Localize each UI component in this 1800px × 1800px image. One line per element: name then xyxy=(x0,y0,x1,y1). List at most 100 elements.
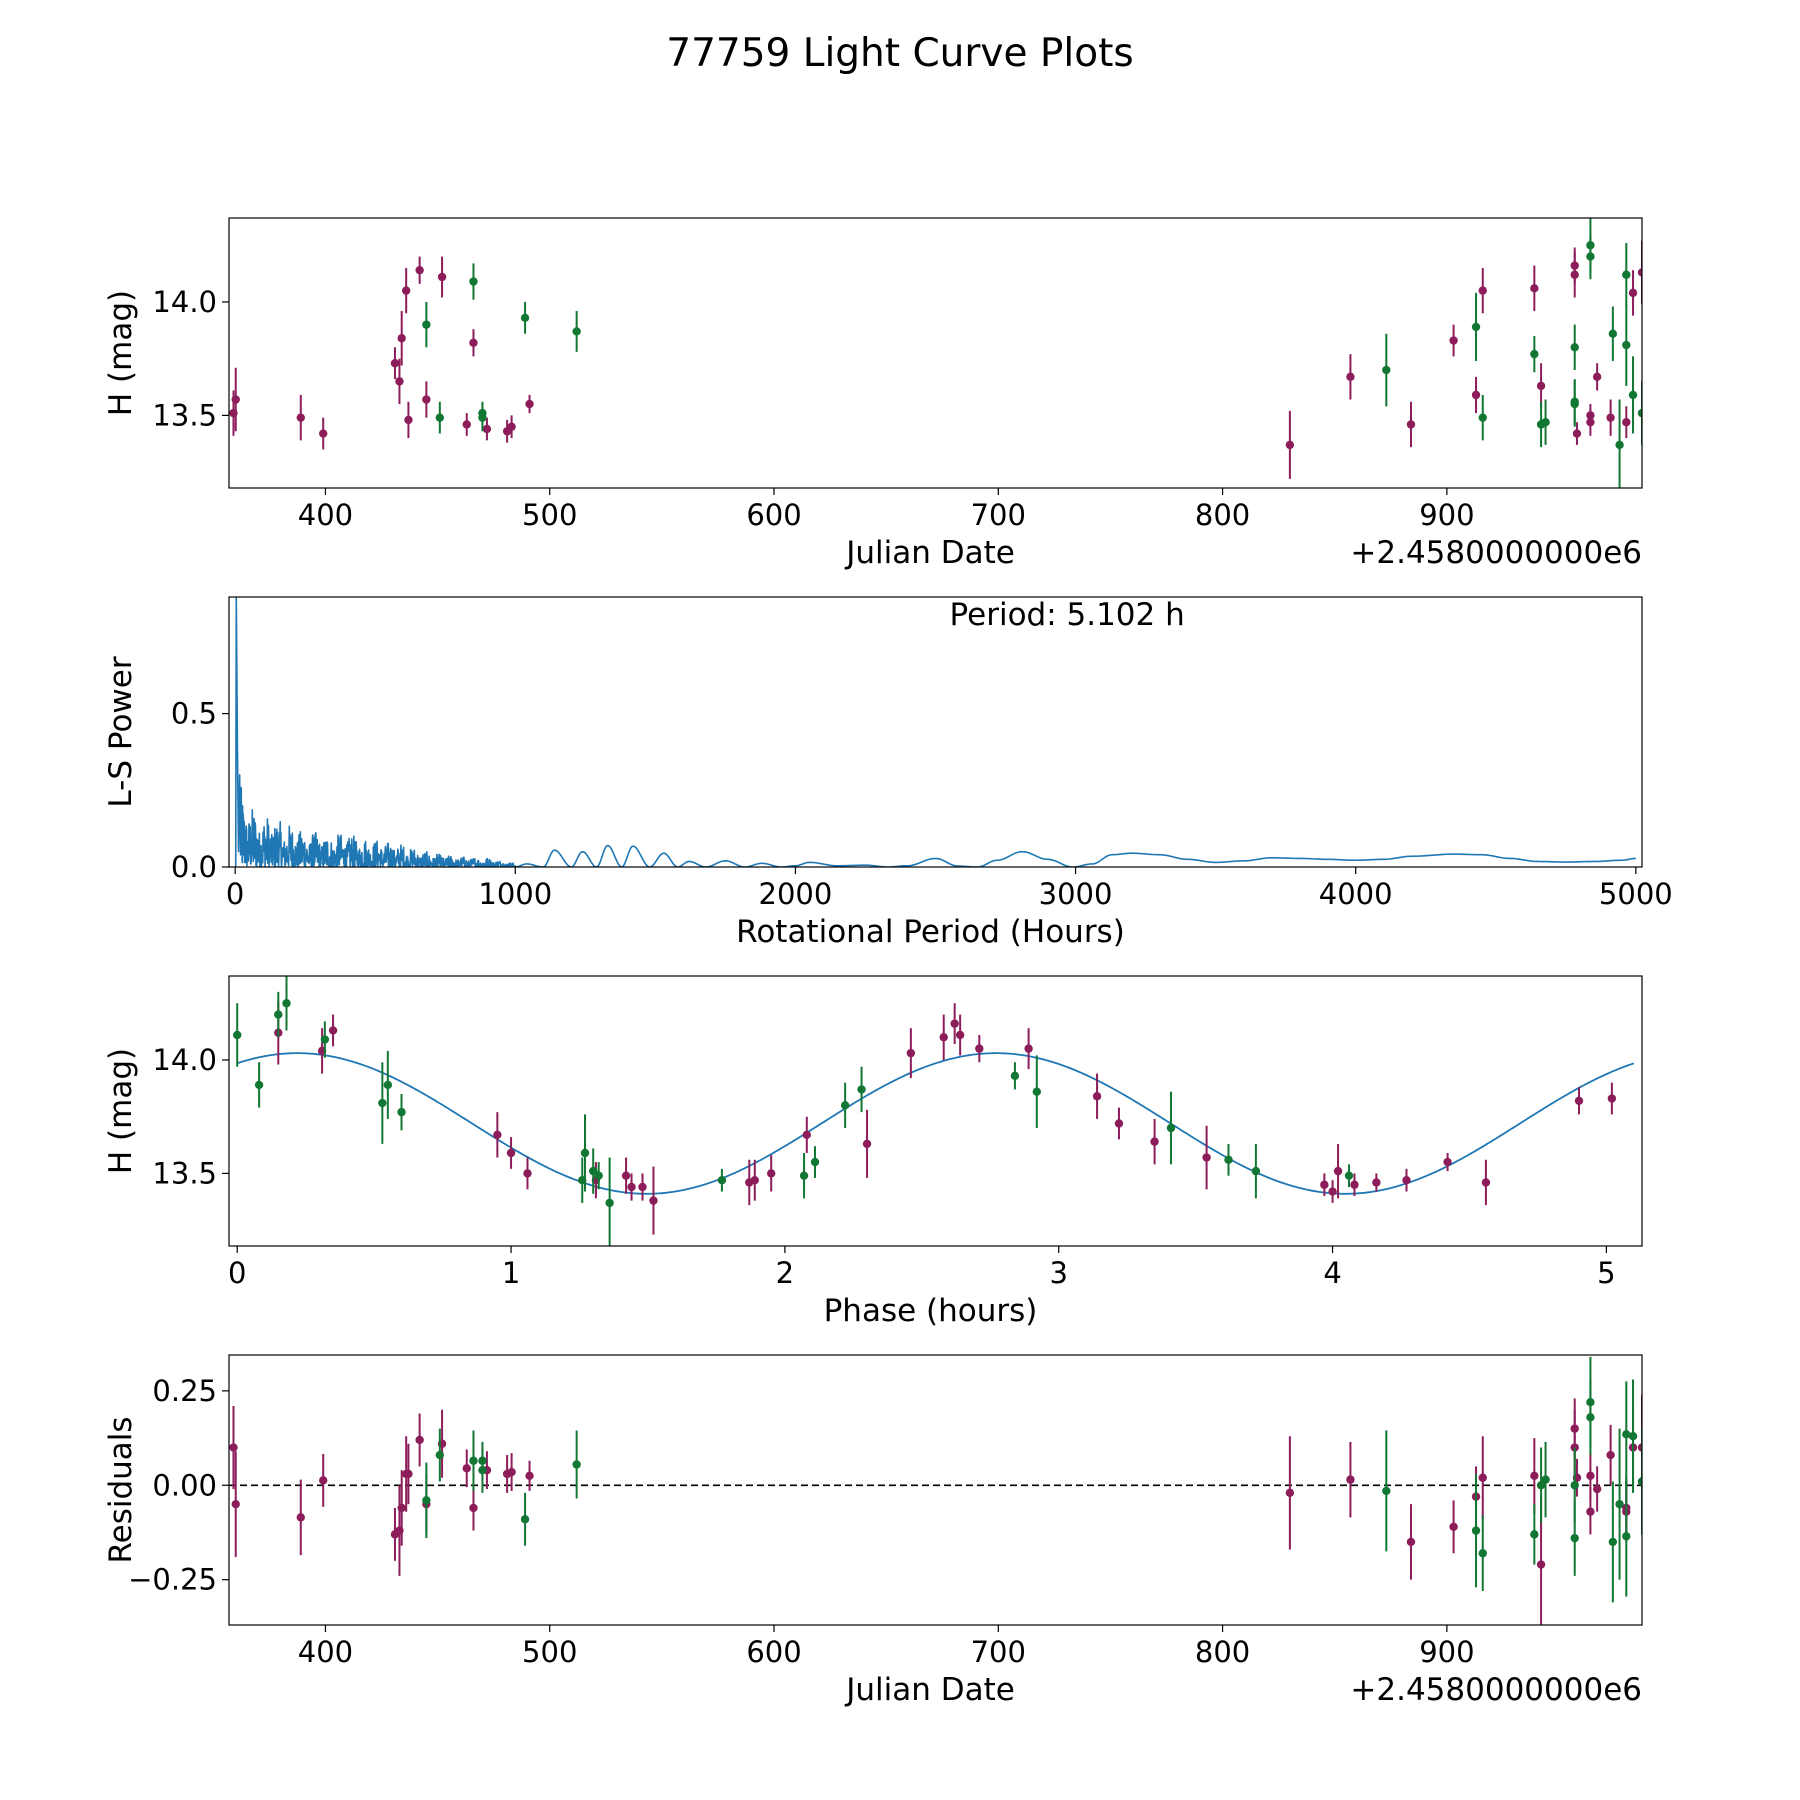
x-axis-label: Julian Date xyxy=(844,535,1015,571)
y-tick-label: 0.5 xyxy=(171,697,217,731)
x-tick-label: 1 xyxy=(502,1256,520,1290)
data-point xyxy=(1530,1530,1539,1539)
data-point xyxy=(422,395,431,404)
data-point xyxy=(1092,1092,1102,1101)
data-point xyxy=(422,1496,431,1505)
data-point xyxy=(1574,1096,1584,1105)
data-point xyxy=(1333,1166,1343,1176)
y-tick-label: 14.0 xyxy=(152,1043,217,1077)
data-point xyxy=(378,1098,387,1108)
x-tick-label: 600 xyxy=(746,498,801,532)
data-point xyxy=(1346,1475,1355,1484)
data-point xyxy=(507,1467,516,1477)
data-point xyxy=(478,413,487,422)
x-tick-label: 1000 xyxy=(478,877,552,911)
plot-area xyxy=(233,976,1635,1246)
y-tick-label: 0.0 xyxy=(171,850,217,884)
data-point xyxy=(462,1464,471,1473)
axes-frame xyxy=(228,217,1643,489)
y-tick-label: 14.0 xyxy=(152,285,217,319)
data-point xyxy=(274,1010,283,1019)
data-point xyxy=(1478,1473,1487,1482)
data-point xyxy=(799,1171,809,1180)
data-point xyxy=(1570,270,1579,279)
data-point xyxy=(397,1503,406,1513)
data-point xyxy=(1449,336,1458,345)
series-green xyxy=(422,1356,1642,1603)
data-point xyxy=(627,1182,636,1192)
data-point xyxy=(1443,1157,1452,1167)
data-point xyxy=(1202,1153,1211,1162)
x-tick-label: 900 xyxy=(1419,1635,1474,1669)
data-point xyxy=(906,1048,916,1058)
data-point xyxy=(950,1019,959,1028)
data-point xyxy=(233,1030,242,1040)
x-tick-label: 0 xyxy=(226,877,244,911)
data-point xyxy=(1285,440,1295,450)
lightcurve-panel: 400 500 600 700 800 900 13.5 14.0 Julian Date H (… xyxy=(103,217,1643,571)
data-point xyxy=(397,334,406,343)
data-point xyxy=(1586,1507,1595,1516)
series-purple xyxy=(229,240,1642,479)
y-axis-label: Residuals xyxy=(103,1416,139,1563)
y-tick-label: 13.5 xyxy=(152,1156,217,1190)
data-point xyxy=(482,424,492,434)
data-point xyxy=(621,1171,631,1180)
y-tick-label: −0.25 xyxy=(128,1563,217,1597)
data-point xyxy=(1382,1486,1391,1496)
data-point xyxy=(478,1465,487,1475)
axes-frame xyxy=(228,1354,1643,1626)
x-tick-label: 3000 xyxy=(1039,877,1113,911)
data-point xyxy=(955,1030,965,1040)
axes-frame xyxy=(228,596,1643,868)
data-point xyxy=(649,1196,658,1205)
data-point xyxy=(383,1080,393,1090)
data-point xyxy=(1536,381,1546,391)
data-point xyxy=(1402,1176,1411,1185)
data-point xyxy=(1637,1443,1642,1452)
data-point xyxy=(435,1450,445,1460)
phased-panel: 0 1 2 3 4 5 13.5 14.0 Phase (hours) H (mag) xyxy=(103,975,1643,1329)
data-point xyxy=(1637,408,1642,418)
axes-frame xyxy=(228,975,1643,1247)
y-tick-label: 0.25 xyxy=(152,1374,217,1408)
data-point xyxy=(254,1080,264,1090)
data-point xyxy=(520,313,530,323)
y-axis-label: L-S Power xyxy=(103,656,139,807)
data-point xyxy=(1471,322,1481,332)
data-point xyxy=(1478,413,1487,422)
data-point xyxy=(1570,343,1579,352)
series-purple xyxy=(229,1394,1642,1625)
data-point xyxy=(1606,413,1615,422)
data-point xyxy=(523,1169,532,1178)
series-green xyxy=(233,976,1354,1246)
x-tick-label: 2 xyxy=(776,1256,794,1290)
series-purple xyxy=(274,1000,1617,1235)
model-fit-line xyxy=(236,1052,1635,1195)
data-point xyxy=(404,1469,413,1479)
data-point xyxy=(1608,329,1618,338)
data-point xyxy=(766,1169,776,1178)
data-point xyxy=(1382,365,1391,375)
data-point xyxy=(638,1182,647,1192)
x-tick-label: 800 xyxy=(1195,1635,1250,1669)
data-point xyxy=(231,1499,240,1509)
data-point xyxy=(1481,1178,1491,1187)
data-point xyxy=(1251,1166,1261,1176)
data-point xyxy=(469,277,478,286)
data-point xyxy=(1628,1431,1638,1441)
data-point xyxy=(282,999,291,1008)
data-point xyxy=(415,1435,424,1445)
data-point xyxy=(1622,418,1631,427)
data-point xyxy=(1536,1481,1546,1490)
data-point xyxy=(525,1471,534,1481)
data-point xyxy=(1570,399,1579,409)
data-point xyxy=(939,1033,948,1042)
data-point xyxy=(231,395,240,404)
data-point xyxy=(1637,1477,1642,1486)
data-point xyxy=(415,265,424,275)
data-point xyxy=(1350,1180,1359,1189)
data-point xyxy=(1344,1171,1354,1180)
data-point xyxy=(296,1513,305,1522)
x-tick-label: 3 xyxy=(1050,1256,1068,1290)
